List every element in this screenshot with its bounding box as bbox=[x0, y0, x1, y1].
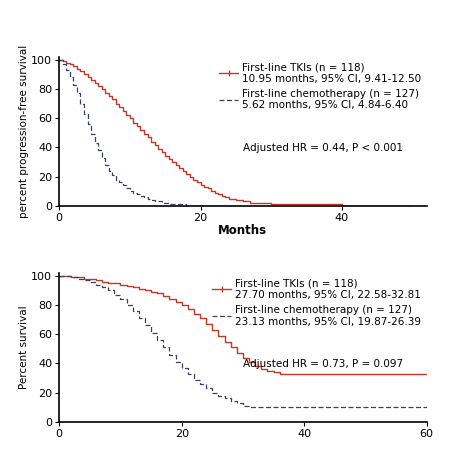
Y-axis label: percent progression-free survival: percent progression-free survival bbox=[18, 45, 28, 218]
X-axis label: Months: Months bbox=[219, 224, 267, 237]
Text: Adjusted HR = 0.44, P < 0.001: Adjusted HR = 0.44, P < 0.001 bbox=[243, 143, 403, 153]
Y-axis label: Percent survival: Percent survival bbox=[18, 306, 28, 389]
Text: Adjusted HR = 0.73, P = 0.097: Adjusted HR = 0.73, P = 0.097 bbox=[243, 359, 403, 369]
Legend: First-line TKIs (n = 118)
27.70 months, 95% CI, 22.58-32.81, First-line chemothe: First-line TKIs (n = 118) 27.70 months, … bbox=[208, 274, 426, 331]
Legend: First-line TKIs (n = 118)
10.95 months, 95% CI, 9.41-12.50, First-line chemother: First-line TKIs (n = 118) 10.95 months, … bbox=[215, 58, 426, 115]
